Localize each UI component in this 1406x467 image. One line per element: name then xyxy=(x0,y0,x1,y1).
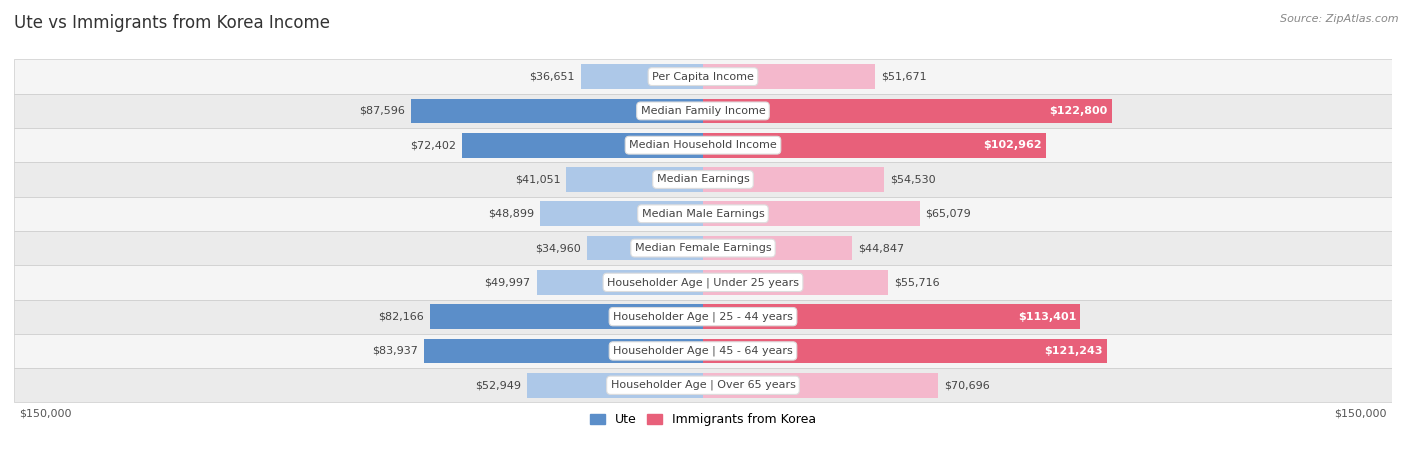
Bar xyxy=(703,270,889,295)
Text: $72,402: $72,402 xyxy=(411,140,456,150)
Bar xyxy=(14,163,1392,197)
Text: Householder Age | 45 - 64 years: Householder Age | 45 - 64 years xyxy=(613,346,793,356)
Text: $150,000: $150,000 xyxy=(20,409,72,418)
Text: $83,937: $83,937 xyxy=(371,346,418,356)
Text: $44,847: $44,847 xyxy=(858,243,904,253)
Text: Source: ZipAtlas.com: Source: ZipAtlas.com xyxy=(1281,14,1399,24)
Bar xyxy=(14,231,1392,265)
Bar xyxy=(586,236,703,261)
Text: $36,651: $36,651 xyxy=(530,71,575,82)
Text: Median Earnings: Median Earnings xyxy=(657,175,749,184)
Text: Householder Age | Under 25 years: Householder Age | Under 25 years xyxy=(607,277,799,288)
Bar xyxy=(14,128,1392,163)
Bar xyxy=(537,270,703,295)
Bar xyxy=(703,167,884,192)
Bar xyxy=(14,197,1392,231)
Bar xyxy=(703,64,875,89)
Bar xyxy=(540,201,703,226)
Bar xyxy=(430,304,703,329)
Text: Per Capita Income: Per Capita Income xyxy=(652,71,754,82)
Text: $41,051: $41,051 xyxy=(515,175,561,184)
Bar xyxy=(703,236,852,261)
Bar xyxy=(703,99,1112,123)
Text: $122,800: $122,800 xyxy=(1049,106,1108,116)
Text: Householder Age | Over 65 years: Householder Age | Over 65 years xyxy=(610,380,796,390)
Text: Median Family Income: Median Family Income xyxy=(641,106,765,116)
Legend: Ute, Immigrants from Korea: Ute, Immigrants from Korea xyxy=(591,413,815,426)
Text: $82,166: $82,166 xyxy=(378,311,423,322)
Text: $54,530: $54,530 xyxy=(890,175,936,184)
Text: $102,962: $102,962 xyxy=(983,140,1042,150)
Bar xyxy=(703,373,938,397)
Text: $52,949: $52,949 xyxy=(475,380,520,390)
Text: Median Female Earnings: Median Female Earnings xyxy=(634,243,772,253)
Bar xyxy=(14,59,1392,94)
Text: $113,401: $113,401 xyxy=(1018,311,1077,322)
Text: $34,960: $34,960 xyxy=(534,243,581,253)
Bar xyxy=(463,133,703,157)
Text: Median Male Earnings: Median Male Earnings xyxy=(641,209,765,219)
Text: Median Household Income: Median Household Income xyxy=(628,140,778,150)
Text: Ute vs Immigrants from Korea Income: Ute vs Immigrants from Korea Income xyxy=(14,14,330,32)
Bar xyxy=(703,133,1046,157)
Text: $49,997: $49,997 xyxy=(485,277,530,287)
Text: $65,079: $65,079 xyxy=(925,209,972,219)
Text: $87,596: $87,596 xyxy=(360,106,405,116)
Bar xyxy=(581,64,703,89)
Bar xyxy=(527,373,703,397)
Bar xyxy=(567,167,703,192)
Bar xyxy=(423,339,703,363)
Text: Householder Age | 25 - 44 years: Householder Age | 25 - 44 years xyxy=(613,311,793,322)
Text: $121,243: $121,243 xyxy=(1045,346,1102,356)
Bar xyxy=(14,265,1392,299)
Bar xyxy=(14,94,1392,128)
Text: $51,671: $51,671 xyxy=(882,71,927,82)
Bar xyxy=(412,99,703,123)
Bar xyxy=(14,368,1392,403)
Bar xyxy=(14,299,1392,334)
Text: $70,696: $70,696 xyxy=(945,380,990,390)
Text: $55,716: $55,716 xyxy=(894,277,941,287)
Text: $48,899: $48,899 xyxy=(488,209,534,219)
Text: $150,000: $150,000 xyxy=(1334,409,1386,418)
Bar xyxy=(703,339,1107,363)
Bar xyxy=(703,304,1080,329)
Bar xyxy=(14,334,1392,368)
Bar xyxy=(703,201,920,226)
